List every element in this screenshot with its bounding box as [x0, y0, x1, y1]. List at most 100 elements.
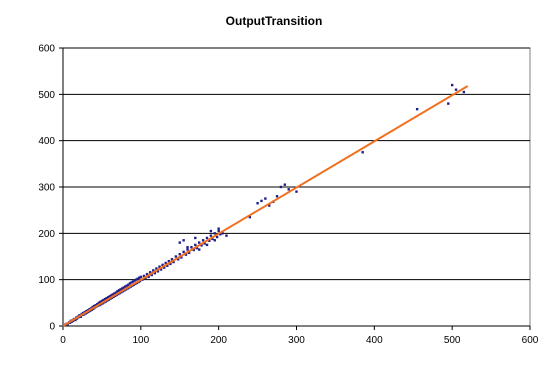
- data-point: [148, 271, 152, 274]
- data-point: [166, 264, 169, 267]
- data-point: [295, 190, 298, 193]
- data-point: [184, 253, 188, 256]
- trendline: [62, 85, 469, 327]
- data-point: [102, 298, 105, 302]
- data-point: [182, 239, 185, 242]
- data-point: [217, 229, 220, 233]
- y-tick-label: 200: [38, 229, 55, 240]
- data-point: [147, 275, 150, 279]
- data-point: [283, 183, 287, 186]
- data-point: [142, 274, 146, 278]
- data-point: [170, 258, 174, 261]
- data-point: [454, 88, 458, 91]
- data-point: [205, 236, 209, 240]
- data-point: [201, 239, 205, 242]
- data-point: [209, 234, 213, 237]
- data-point: [415, 107, 419, 111]
- x-tick-label: 100: [132, 335, 149, 346]
- data-point: [153, 271, 157, 275]
- data-point: [200, 244, 203, 247]
- data-point: [361, 151, 364, 154]
- data-point: [113, 292, 116, 295]
- data-point: [260, 199, 263, 203]
- data-point: [192, 248, 195, 252]
- data-point: [176, 258, 180, 261]
- data-point: [91, 305, 94, 309]
- y-tick-label: 600: [38, 44, 55, 55]
- data-point: [103, 297, 107, 301]
- data-point: [127, 283, 130, 286]
- data-point: [450, 83, 454, 87]
- data-point: [169, 262, 172, 266]
- data-point: [248, 215, 251, 219]
- data-point: [161, 263, 164, 267]
- data-point: [198, 248, 201, 251]
- data-point: [221, 232, 224, 235]
- data-point: [125, 284, 129, 287]
- data-point: [136, 277, 139, 280]
- data-point: [130, 281, 133, 284]
- data-point: [213, 232, 216, 235]
- x-tick-label: 500: [444, 335, 461, 346]
- data-point: [116, 290, 119, 293]
- data-point: [279, 185, 283, 189]
- x-tick-label: 0: [60, 335, 66, 346]
- data-point: [106, 296, 110, 299]
- data-point: [138, 276, 141, 280]
- data-point: [111, 293, 115, 296]
- data-point: [186, 246, 189, 249]
- data-point: [92, 304, 96, 308]
- data-point: [195, 246, 199, 250]
- data-point: [79, 315, 83, 318]
- data-point: [155, 267, 158, 270]
- data-point: [117, 289, 121, 292]
- data-point: [194, 243, 197, 247]
- data-point: [108, 295, 111, 298]
- data-point: [164, 261, 167, 265]
- data-point: [178, 252, 181, 256]
- data-point: [174, 255, 178, 258]
- data-point: [287, 188, 290, 191]
- data-point: [152, 269, 155, 272]
- data-point: [205, 243, 209, 247]
- data-point: [162, 266, 166, 269]
- y-tick-label: 500: [38, 90, 55, 101]
- data-point: [167, 259, 171, 263]
- data-point: [217, 227, 220, 230]
- data-point: [178, 241, 181, 244]
- data-point: [215, 235, 219, 239]
- data-point: [114, 291, 118, 294]
- data-point: [209, 229, 213, 233]
- x-tick-label: 600: [522, 335, 539, 346]
- data-point: [256, 202, 259, 205]
- data-point: [156, 270, 160, 273]
- data-point: [158, 265, 161, 268]
- data-point: [208, 239, 211, 242]
- data-point: [275, 195, 279, 198]
- y-tick-label: 400: [38, 136, 55, 147]
- y-tick-label: 100: [38, 275, 55, 286]
- data-point: [134, 278, 138, 281]
- data-point: [122, 286, 125, 289]
- data-point: [99, 300, 102, 304]
- data-point: [213, 239, 216, 242]
- data-point: [159, 268, 163, 271]
- data-point: [198, 241, 201, 244]
- x-tick-label: 400: [366, 335, 383, 346]
- y-tick-label: 0: [49, 322, 55, 333]
- data-point: [97, 301, 101, 305]
- data-point: [133, 279, 136, 282]
- data-point: [128, 282, 132, 285]
- data-point: [182, 250, 185, 254]
- data-point: [211, 237, 214, 241]
- data-point: [94, 303, 97, 307]
- data-point: [187, 251, 191, 254]
- data-point: [96, 303, 99, 306]
- data-point: [145, 272, 149, 276]
- data-point: [462, 90, 466, 94]
- data-point: [268, 204, 271, 207]
- data-point: [190, 246, 193, 249]
- chart-title: OutputTransition: [225, 14, 323, 28]
- data-point: [120, 287, 124, 290]
